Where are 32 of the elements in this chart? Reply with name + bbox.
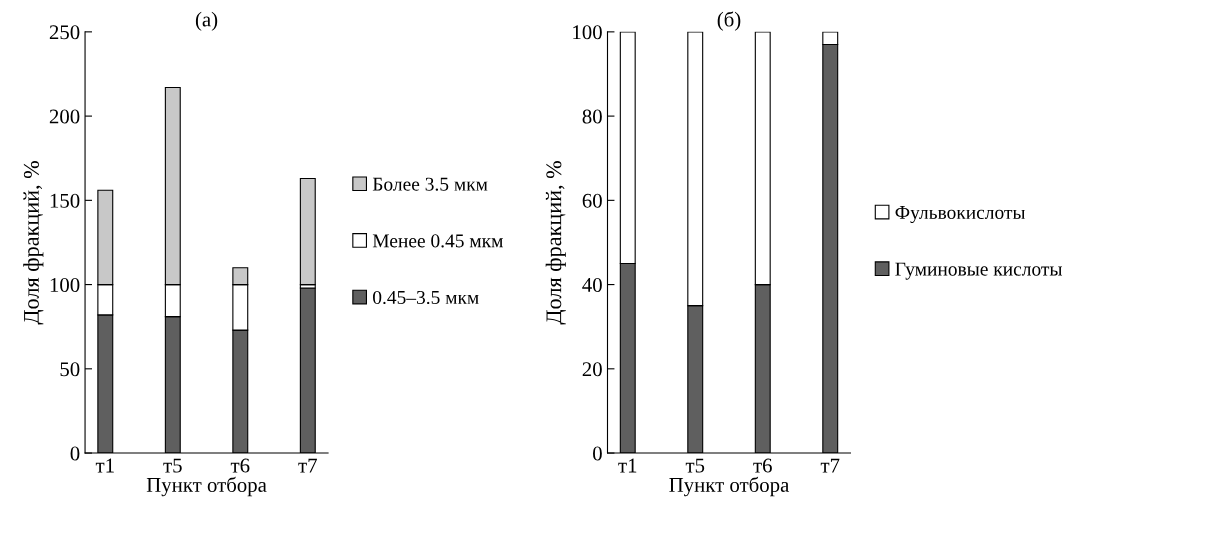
y-tick-label: 150 (50, 193, 80, 208)
x-axis-title: Пункт отбора (669, 476, 790, 497)
y-axis-title: Доля фракций, % (23, 161, 44, 325)
y-axis-title: Доля фракций, % (545, 161, 566, 325)
x-tick-label: т6 (753, 458, 772, 473)
x-axis-title: Пункт отбора (146, 476, 267, 497)
y-tick-label: 200 (49, 109, 80, 124)
x-tick-label: т5 (163, 458, 182, 473)
legend-label: Менее 0.45 мкм (372, 234, 503, 248)
y-tick-label: 60 (582, 193, 602, 208)
legend-label: 0.45–3.5 мкм (373, 290, 479, 305)
y-tick-label: 80 (582, 109, 602, 124)
chart-title: (б) (717, 11, 741, 31)
x-tick-label: т6 (230, 458, 250, 473)
y-tick-label: 50 (60, 362, 80, 377)
y-tick-label: 0 (593, 446, 602, 461)
y-tick-label: 100 (573, 25, 602, 40)
y-tick-label: 100 (50, 277, 80, 293)
y-tick-label: 40 (582, 277, 602, 293)
legend-label: Фульвокислоты (895, 206, 1026, 224)
x-tick-label: т1 (95, 458, 114, 473)
x-tick-label: т7 (298, 458, 317, 473)
bar (299, 177, 316, 286)
x-tick-label: т1 (618, 458, 637, 473)
x-tick-label: т7 (820, 458, 840, 473)
chart-title: (a) (195, 11, 218, 31)
y-tick-label: 20 (582, 362, 602, 377)
y-tick-label: 0 (70, 446, 80, 461)
legend-label: Более 3.5 мкм (372, 177, 488, 191)
legend-label: Гуминовые кислоты (895, 262, 1063, 280)
x-tick-label: т5 (685, 458, 705, 473)
y-tick-label: 250 (49, 25, 80, 40)
